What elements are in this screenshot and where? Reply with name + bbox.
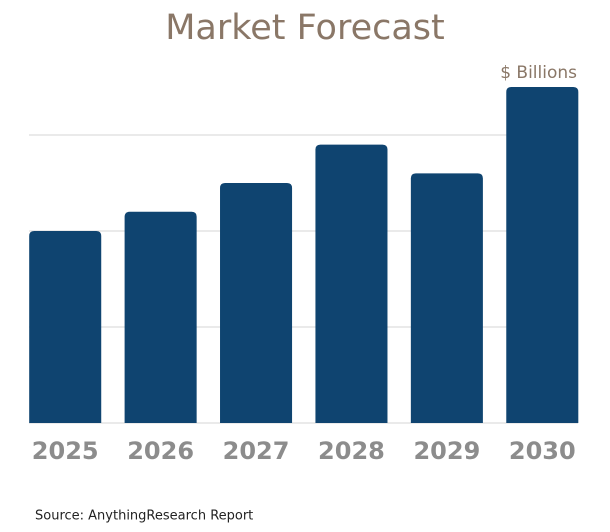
- x-tick-label: 2030: [509, 437, 576, 465]
- bar: [29, 231, 102, 423]
- unit-label: $ Billions: [500, 63, 577, 83]
- x-tick-label: 2028: [318, 437, 385, 465]
- source-note: Source: AnythingResearch Report: [35, 509, 253, 524]
- x-tick-label: 2025: [32, 437, 99, 465]
- x-tick-label: 2026: [127, 437, 194, 465]
- bar: [220, 183, 293, 423]
- bar: [124, 211, 197, 423]
- bar: [410, 173, 483, 423]
- bar: [506, 87, 579, 423]
- x-tick-label: 2027: [223, 437, 290, 465]
- chart-title: Market Forecast: [165, 8, 445, 48]
- bar: [315, 144, 388, 423]
- x-tick-label: 2029: [413, 437, 480, 465]
